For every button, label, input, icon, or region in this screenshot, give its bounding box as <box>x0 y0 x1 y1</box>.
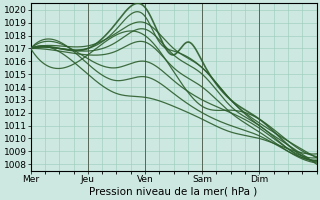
X-axis label: Pression niveau de la mer( hPa ): Pression niveau de la mer( hPa ) <box>90 187 258 197</box>
